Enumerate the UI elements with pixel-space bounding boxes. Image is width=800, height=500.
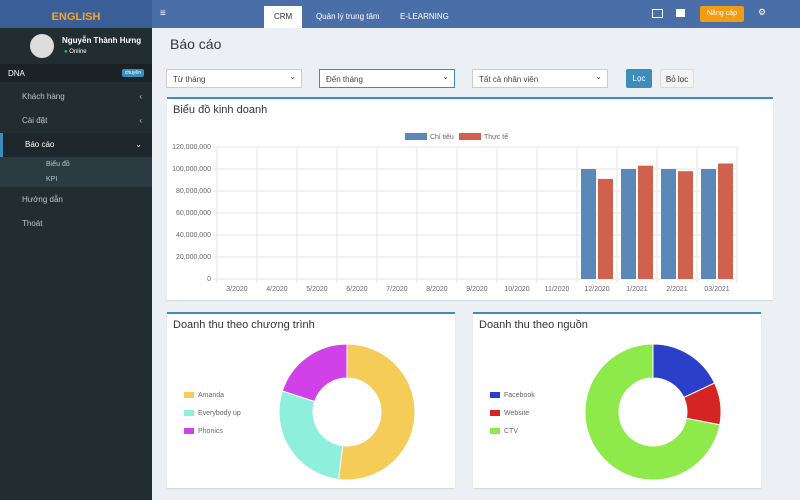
settings-icon[interactable]: ⚙ — [758, 7, 767, 17]
bar — [678, 171, 693, 279]
menu-item[interactable]: Báo cáo ⌄ — [0, 133, 152, 157]
x-tick-label: 8/2020 — [426, 286, 448, 293]
legend-swatch — [184, 428, 194, 434]
org-bar: DNA chuyên — [0, 64, 152, 82]
x-tick-label: 11/2020 — [545, 286, 570, 293]
x-tick-label: 2/2021 — [666, 286, 688, 293]
y-tick-label: 120,000,000 — [172, 144, 211, 151]
sidebar: Nguyễn Thành Hưng ● Online DNA chuyên Kh… — [0, 0, 152, 500]
bar — [718, 163, 733, 279]
y-tick-label: 20,000,000 — [176, 254, 211, 261]
x-tick-label: 6/2020 — [346, 286, 368, 293]
select[interactable]: Từ tháng — [166, 67, 302, 88]
logo[interactable]: ENGLISH — [0, 0, 152, 28]
legend-label: Everybody up — [198, 410, 241, 417]
clear-button[interactable]: Bỏ lọc — [660, 69, 694, 88]
topbar: ≡ CRM Quản lý trung tâm E-LEARNING Nâng … — [152, 0, 800, 28]
donut-slice — [584, 343, 721, 481]
legend-swatch — [490, 428, 500, 434]
x-tick-label: 7/2020 — [386, 286, 408, 293]
y-tick-label: 100,000,000 — [172, 166, 211, 173]
upgrade-button[interactable]: Nâng cấp — [700, 6, 744, 22]
legend-swatch — [184, 392, 194, 398]
tab[interactable]: CRM — [264, 6, 303, 28]
x-tick-label: 10/2020 — [504, 286, 529, 293]
legend-label: Website — [504, 410, 529, 417]
mail-icon[interactable] — [652, 9, 663, 18]
menu-label[interactable]: Báo cáo — [25, 140, 55, 149]
status: ● Online — [64, 49, 87, 55]
x-tick-label: 03/2021 — [704, 286, 729, 293]
bar-chart: 0 20,000,000 40,000,000 60,000,000 80,000,00… — [172, 132, 738, 293]
bar — [621, 169, 636, 279]
menu-label[interactable]: Khách hàng — [22, 92, 65, 101]
menu-item[interactable]: Khách hàng ‹ — [22, 92, 142, 101]
y-tick-label: 80,000,000 — [176, 188, 211, 195]
menu-label[interactable]: Thoát — [22, 219, 43, 228]
chart-box: Biểu đồ kinh doanh 0 20,000,000 40,000,000… — [167, 97, 773, 300]
menu-item[interactable]: Thoát — [0, 212, 152, 236]
legend-swatch — [490, 392, 500, 398]
donut-slice — [278, 390, 344, 481]
user-name: Nguyễn Thành Hưng — [62, 36, 142, 45]
legend-label: Thực tế — [484, 132, 508, 141]
menu-item[interactable]: Hướng dẫn — [0, 188, 152, 212]
menu-label[interactable]: Biểu đồ — [46, 161, 70, 168]
donut-chart: Amanda Everybody up Phonics — [184, 343, 416, 481]
submenu-item[interactable]: Biểu đồ — [0, 157, 152, 172]
menu-toggle[interactable]: ≡ — [160, 8, 166, 19]
chart-box: Doanh thu theo chương trình Amanda Everyb… — [167, 312, 455, 488]
org: DNA — [8, 69, 25, 78]
chart-title: Doanh thu theo nguồn — [479, 319, 588, 331]
tab[interactable]: E-LEARNING — [400, 12, 449, 21]
legend-swatch — [405, 133, 427, 140]
chart-box: Doanh thu theo nguồn Facebook Website CTV — [473, 312, 761, 488]
bar — [638, 165, 653, 279]
page-title: Báo cáo — [170, 36, 222, 52]
status-text: Online — [69, 49, 87, 55]
select[interactable]: Đến tháng — [319, 67, 455, 88]
chart-title: Doanh thu theo chương trình — [173, 319, 315, 331]
chart-title: Biểu đồ kinh doanh — [173, 104, 268, 116]
y-tick-label: 40,000,000 — [176, 232, 211, 239]
legend-label: Amanda — [198, 392, 224, 399]
y-tick-label: 0 — [207, 276, 211, 283]
x-tick-label: 5/2020 — [306, 286, 328, 293]
donut-slice — [337, 343, 416, 481]
donut-slice — [281, 343, 348, 403]
menu-label[interactable]: Hướng dẫn — [22, 195, 63, 204]
bar — [598, 178, 613, 279]
filter-button[interactable]: Lọc — [626, 69, 652, 88]
x-tick-label: 12/2020 — [584, 286, 609, 293]
submenu-item[interactable]: KPI — [0, 172, 152, 187]
donut-chart: Facebook Website CTV — [490, 343, 722, 481]
select[interactable]: Tất cả nhân viên — [472, 67, 608, 88]
legend-label: Chỉ tiêu — [430, 133, 454, 141]
legend-label: CTV — [504, 428, 518, 435]
legend-label: Phonics — [198, 428, 223, 435]
menu-label[interactable]: KPI — [46, 176, 58, 183]
bar — [701, 169, 716, 279]
avatar — [30, 34, 54, 58]
x-tick-label: 1/2021 — [626, 286, 648, 293]
tab[interactable]: Quản lý trung tâm — [316, 12, 380, 21]
users-icon[interactable] — [676, 9, 685, 17]
bar — [581, 169, 596, 279]
y-tick-label: 60,000,000 — [176, 210, 211, 217]
x-tick-label: 9/2020 — [466, 286, 488, 293]
org-badge: chuyên — [121, 69, 144, 77]
x-tick-label: 4/2020 — [266, 286, 288, 293]
legend-swatch — [184, 410, 194, 416]
menu-label[interactable]: Cài đặt — [22, 116, 48, 125]
legend-label: Facebook — [504, 392, 535, 399]
legend-swatch — [459, 133, 481, 140]
x-tick-label: 3/2020 — [226, 286, 248, 293]
bar — [661, 169, 676, 279]
menu-item[interactable]: Cài đặt ‹ — [22, 116, 142, 125]
legend-swatch — [490, 410, 500, 416]
